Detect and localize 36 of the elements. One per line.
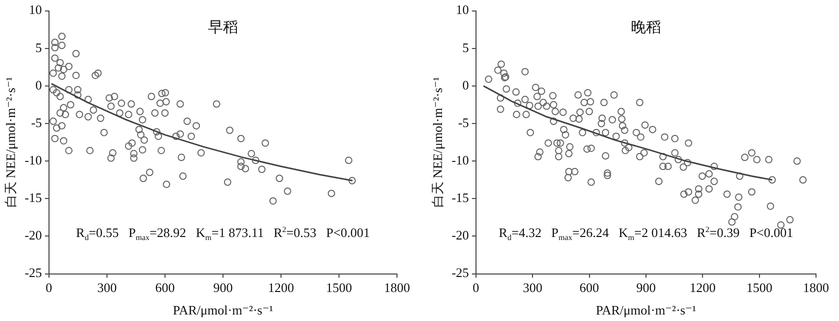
y-tick-label: -5 [31, 114, 42, 130]
y-axis-title: 白天 NEE/μmol·m⁻²·s⁻¹ [430, 76, 446, 208]
y-tick-label: 0 [35, 77, 42, 92]
y-tick-label: 5 [462, 40, 469, 55]
x-tick-label: 1200 [690, 280, 716, 296]
x-tick-label: 0 [46, 280, 52, 296]
y-tick-label: -5 [458, 114, 469, 130]
y-tick-label: -25 [452, 265, 469, 280]
y-tick-label: -15 [24, 190, 42, 206]
x-tick-label: 1200 [268, 280, 294, 296]
x-tick-label: 900 [636, 280, 656, 296]
x-tick-label: 600 [580, 280, 600, 296]
y-tick-label: -10 [24, 152, 42, 168]
y-tick-label: 10 [456, 2, 469, 18]
y-tick-label: 0 [462, 77, 469, 92]
y-axis-title: 白天 NEE/μmol·m⁻²·s⁻¹ [3, 76, 18, 208]
x-tick-label: 1500 [326, 280, 352, 296]
y-tick-label: -20 [24, 228, 42, 243]
y-tick-label: -25 [24, 265, 42, 280]
y-tick-label: -20 [452, 228, 469, 243]
y-tick-label: 5 [35, 40, 42, 55]
x-tick-label: 300 [522, 280, 542, 296]
y-tick-label: 10 [28, 2, 42, 18]
x-tick-label: 1800 [803, 280, 829, 296]
x-tick-label: 900 [213, 280, 233, 296]
x-tick-label: 600 [155, 280, 175, 296]
x-tick-label: 300 [97, 280, 117, 296]
text: 早稻 [208, 20, 238, 36]
x-tick-label: 0 [472, 280, 480, 296]
y-tick-label: -15 [452, 190, 469, 206]
x-tick-label: 1800 [384, 280, 410, 296]
x-tick-label: 1500 [746, 280, 772, 296]
text: 晚稻 [630, 19, 661, 36]
x-axis-title: PAR/μmol·m⁻²·s⁻¹ [172, 302, 274, 318]
x-axis-title: PAR/μmol·m⁻²·s⁻¹ [596, 302, 696, 318]
y-tick-label: -10 [452, 152, 469, 168]
